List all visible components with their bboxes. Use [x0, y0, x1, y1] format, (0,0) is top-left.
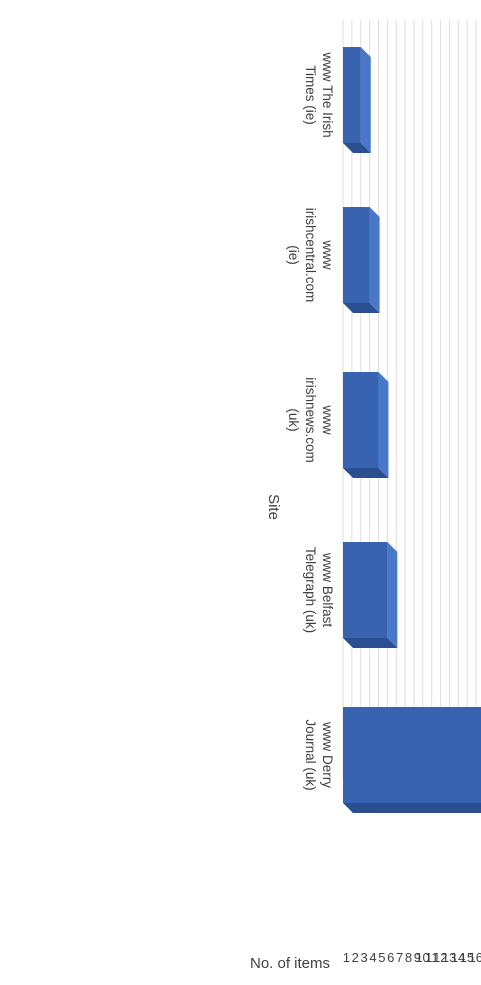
- bar-top: [387, 542, 398, 648]
- y-tick-label: 2: [352, 950, 359, 965]
- y-axis-ticks: 12345678910111213141516: [343, 950, 481, 965]
- bar-side: [343, 638, 398, 648]
- y-tick-label: 12: [433, 950, 447, 965]
- bar: [342, 47, 371, 153]
- y-tick-label: 7: [396, 950, 403, 965]
- bar: [342, 707, 481, 813]
- x-axis-title: Site: [265, 494, 282, 520]
- bar-side: [343, 143, 371, 153]
- x-category-label: wwwirishnews.com(uk): [286, 377, 335, 463]
- y-tick-label: 14: [451, 950, 465, 965]
- bar-top: [378, 372, 389, 478]
- bar-front: [343, 542, 388, 638]
- bar-top: [360, 47, 371, 153]
- y-tick-label: 15: [460, 950, 474, 965]
- y-tick-label: 11: [425, 950, 439, 965]
- x-category-label: www DerryJournal (uk): [303, 719, 335, 790]
- y-tick-label: 1: [343, 950, 350, 965]
- bar: [343, 542, 398, 648]
- y-axis-title: No. of items: [250, 955, 330, 972]
- bars: [342, 47, 481, 813]
- x-category-label: www BelfastTelegraph (uk): [303, 547, 335, 633]
- x-axis-categories: www DerryJournal (uk) www BelfastTelegrap…: [286, 51, 335, 790]
- y-tick-label: 3: [360, 950, 367, 965]
- y-tick-label: 4: [369, 950, 376, 965]
- bar: [343, 372, 389, 478]
- y-tick-label: 9: [414, 950, 421, 965]
- bar-front: [342, 47, 361, 143]
- y-tick-label: 10: [415, 950, 429, 965]
- bar-front: [342, 207, 370, 303]
- x-category-label: wwwirishcentral.com(ie): [286, 208, 335, 303]
- bar: [342, 207, 380, 313]
- bar-side: [343, 303, 380, 313]
- bar-side: [343, 468, 389, 478]
- y-tick-label: 13: [442, 950, 456, 965]
- bar-front: [342, 707, 481, 803]
- y-tick-label: 6: [387, 950, 394, 965]
- y-tick-label: 5: [378, 950, 385, 965]
- bar-side: [343, 803, 481, 813]
- bar-top: [369, 207, 380, 313]
- x-category-label: www The IrishTimes (ie): [303, 51, 335, 137]
- y-tick-label: 8: [405, 950, 412, 965]
- y-tick-label: 16: [469, 950, 481, 965]
- bar-front: [343, 372, 379, 468]
